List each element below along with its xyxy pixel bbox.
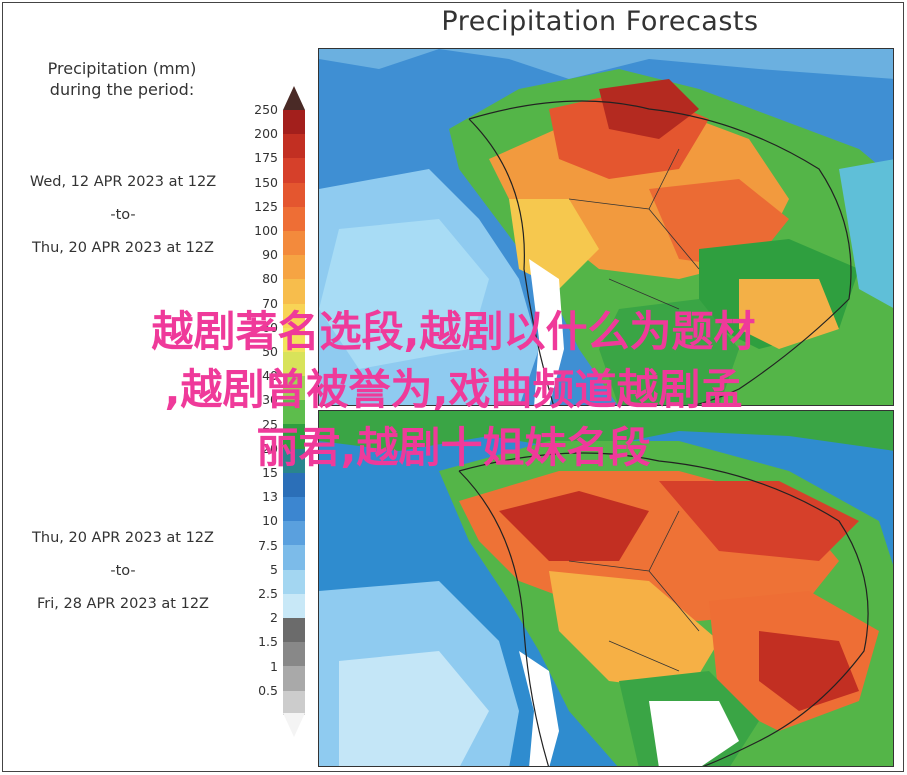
colorbar-segment (283, 351, 305, 377)
page-title: Precipitation Forecasts (441, 6, 759, 37)
colorbar-tick-label: 200 (254, 126, 278, 142)
map-1-graphic (319, 49, 893, 405)
colorbar-bottom-arrow (283, 713, 305, 737)
colorbar-segment (283, 158, 305, 183)
colorbar-segment (283, 666, 305, 691)
colorbar-tick-label: 5 (270, 561, 278, 577)
overlay-line-1: 越剧著名选段,越剧以什么为题材 (151, 307, 756, 356)
colorbar-segment (283, 569, 305, 594)
colorbar-segment (283, 400, 305, 425)
colorbar-segment (283, 424, 305, 449)
colorbar-segment (283, 497, 305, 522)
colorbar-tick-label: 70 (262, 295, 278, 311)
colorbar-tick-label: 15 (262, 465, 278, 480)
colorbar-tick-label: 100 (254, 223, 278, 238)
legend-heading-line1: Precipitation (mm) (47, 59, 197, 78)
colorbar-tick-label: 13 (262, 489, 278, 505)
map-2-graphic (319, 411, 893, 766)
colorbar-tick-label: 250 (254, 102, 278, 117)
colorbar-tick-label: 50 (262, 344, 278, 359)
overlay-caption: 越剧著名选段,越剧以什么为题材 ,越剧曾被誉为,戏曲频道越剧孟 丽君,越剧十姐妹… (0, 303, 907, 477)
colorbar-segment (283, 617, 305, 643)
period-1-separator: -to- (110, 207, 136, 223)
overlay-line-3: 丽君,越剧十姐妹名段 (256, 423, 651, 472)
period-1-start: Wed, 12 APR 2023 at 12Z (29, 174, 217, 190)
colorbar-tick-label: 125 (254, 198, 278, 214)
colorbar-tick-label: 7.5 (258, 537, 278, 553)
legend-heading: Precipitation (mm) during the period: (8, 58, 236, 100)
period-1-label: Wed, 12 APR 2023 at 12Z -to- Thu, 20 APR… (0, 166, 246, 265)
colorbar-tick-label: 1 (270, 658, 278, 674)
colorbar-segment (283, 642, 305, 667)
colorbar-tick-label: 90 (262, 247, 278, 263)
colorbar-segment (283, 521, 305, 546)
period-1-end: Thu, 20 APR 2023 at 12Z (32, 240, 214, 256)
colorbar-segment (283, 110, 305, 135)
colorbar-top-arrow (283, 86, 305, 110)
colorbar-tick-label: 175 (254, 150, 278, 166)
colorbar-segment (283, 690, 305, 715)
colorbar-segment (283, 472, 305, 497)
colorbar-segment (283, 545, 305, 570)
overlay-line-2: ,越剧曾被誉为,戏曲频道越剧孟 (164, 365, 743, 414)
legend-heading-line2: during the period: (49, 80, 195, 99)
colorbar (283, 110, 305, 715)
colorbar-tick-label: 60 (262, 319, 278, 335)
colorbar-tick-label: 2 (270, 610, 278, 626)
colorbar-segment (283, 448, 305, 473)
colorbar-segment (283, 134, 305, 159)
period-2-separator: -to- (110, 563, 136, 579)
colorbar-segment (283, 279, 305, 304)
forecast-map-period-1 (318, 48, 894, 406)
colorbar-segment (283, 376, 305, 401)
colorbar-segment (283, 182, 305, 207)
colorbar-tick-label: 0.5 (258, 682, 278, 698)
colorbar-tick-label: 25 (262, 416, 278, 432)
forecast-map-period-2 (318, 410, 894, 767)
colorbar-tick-label: 30 (262, 392, 278, 408)
colorbar-tick-label: 80 (262, 271, 278, 287)
colorbar-tick-label: 2.5 (258, 586, 278, 601)
colorbar-segment (283, 230, 305, 256)
colorbar-segment (283, 303, 305, 328)
colorbar-segment (283, 327, 305, 352)
colorbar-tick-label: 10 (262, 513, 278, 529)
colorbar-tick-label: 150 (254, 174, 278, 190)
colorbar-tick-label: 20 (262, 440, 278, 456)
period-2-end: Fri, 28 APR 2023 at 12Z (37, 596, 209, 612)
colorbar-tick-label: 1.5 (258, 634, 278, 650)
colorbar-segment (283, 593, 305, 618)
period-2-start: Thu, 20 APR 2023 at 12Z (32, 530, 214, 546)
colorbar-tick-label: 40 (262, 368, 278, 384)
period-2-label: Thu, 20 APR 2023 at 12Z -to- Fri, 28 APR… (0, 522, 246, 621)
colorbar-segment (283, 206, 305, 231)
colorbar-segment (283, 255, 305, 280)
